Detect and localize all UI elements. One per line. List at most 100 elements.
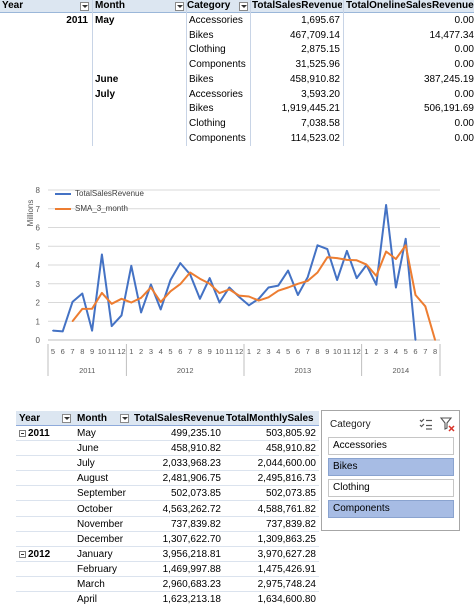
x-tick-label: 5 (404, 347, 408, 356)
year-cell (16, 562, 74, 576)
y-tick-label: 3 (36, 280, 41, 289)
data-point (71, 320, 74, 323)
data-point (316, 244, 319, 247)
month-filter-dropdown-icon[interactable] (120, 414, 129, 423)
table-row: Clothing 7,038.58 0.00 (0, 117, 474, 132)
x-tick-label: 1 (129, 347, 133, 356)
data-point (355, 277, 358, 279)
data-point (130, 301, 133, 304)
table-row: June Bikes 458,910.82 387,245.19 (0, 73, 474, 88)
year-cell: 2011 (66, 15, 88, 26)
data-point (414, 294, 417, 296)
y-tick-label: 5 (36, 242, 41, 251)
x-tick-label: 6 (296, 347, 300, 356)
sales-revenue-cell: 114,523.02 (290, 132, 340, 144)
x-tick-label: 2 (374, 347, 378, 356)
month-column-header[interactable]: Month (93, 0, 185, 12)
header-label: Category (187, 0, 231, 11)
sales-revenue-cell: 1,469,997.88 (162, 563, 221, 575)
year-column-header[interactable]: Year (16, 411, 74, 425)
online-revenue-cell: 0.00 (454, 132, 474, 144)
legend-item-tsr: TotalSalesRevenue (55, 188, 144, 200)
y-tick-label: 1 (36, 317, 41, 326)
x-tick-label: 1 (364, 347, 368, 356)
data-point (208, 282, 211, 285)
year-filter-dropdown-icon[interactable] (62, 414, 71, 423)
slicer-option-clothing[interactable]: Clothing (328, 479, 454, 497)
table-row: Bikes 467,709.14 14,477.34 (0, 29, 474, 44)
data-point (404, 244, 407, 247)
slicer-option-accessories[interactable]: Accessories (328, 437, 454, 455)
multi-select-icon[interactable] (418, 416, 434, 432)
month-cell (93, 58, 185, 73)
table-row: June 458,910.82 458,910.82 (16, 441, 319, 457)
year-label: 2011 (28, 428, 50, 439)
monthly-sales-cell: 503,805.92 (265, 428, 316, 439)
series-line-total-sales-revenue (52, 204, 417, 341)
clear-filter-icon[interactable] (439, 416, 455, 432)
data-point (218, 292, 221, 294)
data-point (52, 329, 54, 332)
category-cell: Bikes (189, 29, 214, 41)
month-cell: February (77, 563, 118, 575)
slicer-option-bikes[interactable]: Bikes (328, 458, 454, 476)
slicer-title: Category (330, 419, 371, 430)
monthly-sales-cell: 1,475,426.91 (257, 563, 316, 575)
data-point (61, 330, 64, 333)
data-point (287, 286, 289, 289)
x-tick-label: 6 (178, 347, 182, 356)
month-filter-dropdown-icon[interactable] (175, 2, 184, 11)
year-filter-dropdown-icon[interactable] (80, 2, 89, 11)
sales-revenue-line-chart[interactable]: 0 1 2 3 4 5 6 7 8 Millions 5 6 7 8 9 10 11 12 1 2 3 4 5 6 7 8 9 10 1… (0, 180, 474, 380)
x-tick-label: 3 (149, 347, 153, 356)
table-row: Components 31,525.96 0.00 (0, 58, 474, 73)
category-column-header[interactable]: Category (187, 0, 250, 12)
month-cell: June (77, 443, 99, 455)
data-point (385, 204, 387, 206)
header-label: Month (77, 413, 107, 424)
month-cell (93, 43, 185, 58)
table-row: December 1,307,622.70 1,309,863.25 (16, 532, 319, 547)
data-point (306, 280, 309, 282)
table-row: July 2,033,968.23 2,044,600.00 (16, 456, 319, 472)
x-tick-label: 7 (70, 347, 74, 356)
total-sales-revenue-header[interactable]: TotalSalesRevenue (134, 413, 224, 424)
category-slicer[interactable]: Category Accessories Bikes Clothing Compone… (321, 410, 460, 531)
x-tick-label: 8 (80, 347, 84, 356)
category-cell: Clothing (189, 44, 226, 56)
data-point (375, 283, 378, 286)
data-point (336, 257, 338, 259)
month-cell: March (77, 579, 105, 590)
total-sales-revenue-header[interactable]: TotalSalesRevenue (252, 0, 342, 11)
x-tick-label: 11 (108, 347, 116, 356)
month-cell: August (77, 473, 109, 485)
table-row: Clothing 2,875.15 0.00 (0, 43, 474, 58)
total-monthly-sales-header[interactable]: TotalMonthlySales (226, 413, 314, 424)
monthly-sales-cell: 2,975,748.24 (257, 579, 316, 590)
sales-revenue-cell: 2,033,968.23 (162, 458, 221, 470)
column-divider (343, 0, 344, 146)
year-column-header[interactable]: Year (0, 0, 90, 12)
x-tick-label: 6 (413, 347, 417, 356)
collapse-icon[interactable] (19, 429, 26, 437)
year-cell (0, 29, 90, 44)
category-filter-dropdown-icon[interactable] (239, 2, 248, 11)
year-cell (0, 88, 90, 103)
column-divider (186, 0, 187, 146)
year-cell: 2011 (16, 426, 74, 440)
legend-swatch (55, 193, 71, 195)
y-tick-label: 6 (36, 224, 41, 233)
month-column-header[interactable]: Month (74, 411, 132, 425)
table-row: July Accessories 3,593.20 0.00 (0, 88, 474, 103)
total-online-sales-revenue-header[interactable]: TotalOnelineSalesRevenue (346, 0, 474, 11)
data-point (316, 271, 319, 274)
category-cell: Accessories (189, 15, 243, 26)
data-point (120, 297, 123, 300)
table-row: March 2,960,683.23 2,975,748.24 (16, 577, 319, 592)
data-point (218, 301, 221, 304)
slicer-option-components[interactable]: Components (328, 500, 454, 518)
x-tick-label: 8 (198, 347, 202, 356)
collapse-icon[interactable] (19, 550, 26, 558)
data-point (189, 271, 191, 274)
sales-revenue-cell: 1,307,622.70 (162, 533, 221, 545)
